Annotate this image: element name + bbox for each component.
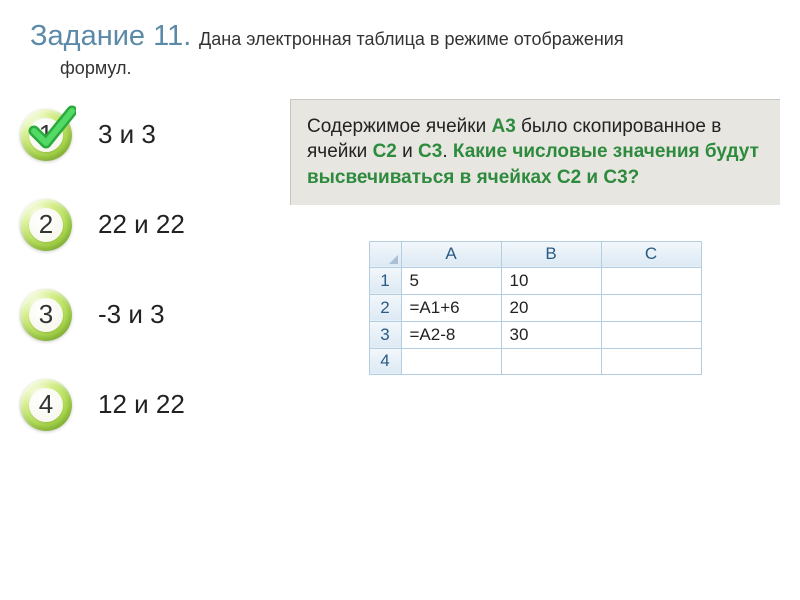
q-ref-c3: С3 bbox=[418, 141, 442, 162]
answer-button-1[interactable]: 1 bbox=[20, 109, 72, 161]
q-text: . bbox=[442, 141, 453, 162]
spreadsheet: A B C 1 5 10 2 =A1+6 20 3 bbox=[369, 241, 702, 375]
select-all-corner[interactable] bbox=[369, 241, 401, 267]
col-header-b[interactable]: B bbox=[501, 241, 601, 267]
answer-text-3: -3 и 3 bbox=[98, 299, 165, 330]
answer-button-inner: 2 bbox=[29, 208, 63, 242]
answer-row-4: 4 12 и 22 bbox=[20, 379, 280, 431]
cell-b1[interactable]: 10 bbox=[501, 267, 601, 294]
col-header-a[interactable]: A bbox=[401, 241, 501, 267]
q-text: Содержимое ячейки bbox=[307, 116, 491, 137]
answer-text-2: 22 и 22 bbox=[98, 209, 185, 240]
question-box: Содержимое ячейки А3 было скопированное … bbox=[290, 99, 780, 205]
answer-text-1: 3 и 3 bbox=[98, 119, 156, 150]
table-row: 4 bbox=[369, 348, 701, 374]
answer-row-3: 3 -3 и 3 bbox=[20, 289, 280, 341]
spreadsheet-wrap: A B C 1 5 10 2 =A1+6 20 3 bbox=[290, 241, 780, 375]
answer-button-2[interactable]: 2 bbox=[20, 199, 72, 251]
cell-c1[interactable] bbox=[601, 267, 701, 294]
answer-button-inner: 3 bbox=[29, 298, 63, 332]
checkmark-icon bbox=[24, 103, 76, 155]
answer-button-inner: 4 bbox=[29, 388, 63, 422]
cell-c3[interactable] bbox=[601, 321, 701, 348]
answers-column: 1 3 и 3 2 22 и 22 3 bbox=[20, 99, 280, 469]
row-header-4[interactable]: 4 bbox=[369, 348, 401, 374]
row-header-2[interactable]: 2 bbox=[369, 294, 401, 321]
cell-b3[interactable]: 30 bbox=[501, 321, 601, 348]
cell-a4[interactable] bbox=[401, 348, 501, 374]
content: 1 3 и 3 2 22 и 22 3 bbox=[0, 89, 800, 469]
cell-b4[interactable] bbox=[501, 348, 601, 374]
q-text: и bbox=[397, 141, 418, 162]
answer-button-3[interactable]: 3 bbox=[20, 289, 72, 341]
q-ref-c2: С2 bbox=[373, 141, 397, 162]
table-row: 3 =A2-8 30 bbox=[369, 321, 701, 348]
answer-row-2: 2 22 и 22 bbox=[20, 199, 280, 251]
cell-b2[interactable]: 20 bbox=[501, 294, 601, 321]
header-row: A B C bbox=[369, 241, 701, 267]
cell-a2[interactable]: =A1+6 bbox=[401, 294, 501, 321]
answer-num: 4 bbox=[39, 389, 53, 420]
title: Задание 11. Дана электронная таблица в р… bbox=[30, 18, 770, 56]
table-row: 2 =A1+6 20 bbox=[369, 294, 701, 321]
cell-c2[interactable] bbox=[601, 294, 701, 321]
answer-num: 3 bbox=[39, 299, 53, 330]
title-main: Задание 11. bbox=[30, 20, 191, 52]
row-header-1[interactable]: 1 bbox=[369, 267, 401, 294]
q-ref-a3: А3 bbox=[491, 116, 515, 137]
title-sub2: формул. bbox=[30, 58, 770, 79]
answer-text-4: 12 и 22 bbox=[98, 389, 185, 420]
title-sub: Дана электронная таблица в режиме отобра… bbox=[199, 29, 624, 49]
answer-num: 2 bbox=[39, 209, 53, 240]
col-header-c[interactable]: C bbox=[601, 241, 701, 267]
answer-row-1: 1 3 и 3 bbox=[20, 109, 280, 161]
answer-button-4[interactable]: 4 bbox=[20, 379, 72, 431]
table-row: 1 5 10 bbox=[369, 267, 701, 294]
cell-a3[interactable]: =A2-8 bbox=[401, 321, 501, 348]
right-column: Содержимое ячейки А3 было скопированное … bbox=[280, 99, 780, 469]
row-header-3[interactable]: 3 bbox=[369, 321, 401, 348]
header: Задание 11. Дана электронная таблица в р… bbox=[0, 0, 800, 89]
cell-c4[interactable] bbox=[601, 348, 701, 374]
cell-a1[interactable]: 5 bbox=[401, 267, 501, 294]
